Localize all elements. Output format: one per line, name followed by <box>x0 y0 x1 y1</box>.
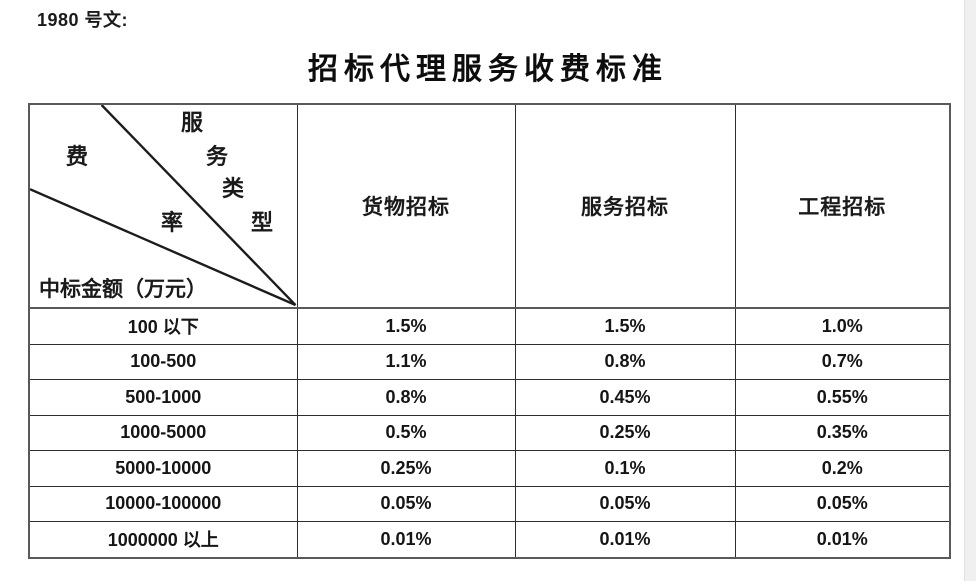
table-row: 500-1000 0.8% 0.45% 0.55% <box>28 379 951 416</box>
amount-range-cell: 100 以下 <box>28 307 298 345</box>
works-rate-cell: 0.55% <box>734 379 951 416</box>
goods-rate-cell: 0.01% <box>296 521 516 558</box>
fee-rate-char-2: 率 <box>161 210 184 235</box>
services-rate-cell: 1.5% <box>514 307 736 345</box>
goods-rate-cell: 0.8% <box>296 379 516 416</box>
goods-rate-cell: 1.5% <box>296 307 516 345</box>
works-rate-cell: 0.01% <box>734 521 951 558</box>
amount-axis-label: 中标金额（万元） <box>39 277 207 301</box>
table-row: 10000-100000 0.05% 0.05% 0.05% <box>28 485 951 522</box>
fee-rate-char-1: 费 <box>66 144 89 169</box>
doc-ref-label: 1980 号文: <box>37 10 129 30</box>
service-type-char-1: 服 <box>181 110 204 135</box>
services-rate-cell: 0.05% <box>514 485 736 522</box>
goods-rate-cell: 1.1% <box>296 343 516 380</box>
page-right-edge <box>964 0 976 581</box>
goods-rate-cell: 0.25% <box>296 450 516 487</box>
column-header-goods-bidding: 货物招标 <box>296 103 516 309</box>
services-rate-cell: 0.25% <box>514 414 736 451</box>
table-row: 100-500 1.1% 0.8% 0.7% <box>28 343 951 380</box>
services-rate-cell: 0.1% <box>514 450 736 487</box>
service-type-char-3: 类 <box>222 176 245 201</box>
services-rate-cell: 0.8% <box>514 343 736 380</box>
amount-range-cell: 500-1000 <box>28 379 298 416</box>
amount-range-cell: 10000-100000 <box>28 485 298 522</box>
fee-table: 服 务 类 型 费 率 中标金额（万元） 货物招标 服务招标 工程招标 100 … <box>28 103 951 559</box>
header-row: 服 务 类 型 费 率 中标金额（万元） 货物招标 服务招标 工程招标 <box>28 103 951 309</box>
works-rate-cell: 0.05% <box>734 485 951 522</box>
amount-range-cell: 100-500 <box>28 343 298 380</box>
amount-range-cell: 5000-10000 <box>28 450 298 487</box>
works-rate-cell: 0.35% <box>734 414 951 451</box>
column-header-works-bidding: 工程招标 <box>734 103 951 309</box>
goods-rate-cell: 0.05% <box>296 485 516 522</box>
fee-table-body: 100 以下 1.5% 1.5% 1.0% 100-500 1.1% 0.8% … <box>28 307 951 558</box>
table-row: 1000000 以上 0.01% 0.01% 0.01% <box>28 521 951 558</box>
column-header-services-bidding: 服务招标 <box>514 103 736 309</box>
page-title: 招标代理服务收费标准 <box>308 53 668 86</box>
table-row: 5000-10000 0.25% 0.1% 0.2% <box>28 450 951 487</box>
table-row: 1000-5000 0.5% 0.25% 0.35% <box>28 414 951 451</box>
table-row: 100 以下 1.5% 1.5% 1.0% <box>28 307 951 345</box>
works-rate-cell: 1.0% <box>734 307 951 345</box>
amount-range-cell: 1000-5000 <box>28 414 298 451</box>
amount-range-cell: 1000000 以上 <box>28 521 298 558</box>
service-type-char-2: 务 <box>206 144 229 169</box>
services-rate-cell: 0.45% <box>514 379 736 416</box>
works-rate-cell: 0.7% <box>734 343 951 380</box>
works-rate-cell: 0.2% <box>734 450 951 487</box>
services-rate-cell: 0.01% <box>514 521 736 558</box>
diagonal-split-lines <box>30 105 296 306</box>
service-type-char-4: 型 <box>251 210 274 235</box>
diagonal-header-cell: 服 务 类 型 费 率 中标金额（万元） <box>28 103 298 309</box>
goods-rate-cell: 0.5% <box>296 414 516 451</box>
